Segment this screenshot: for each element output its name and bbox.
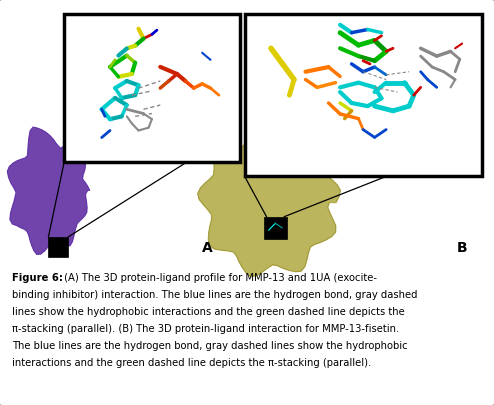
Text: The blue lines are the hydrogen bond, gray dashed lines show the hydrophobic: The blue lines are the hydrogen bond, gr… [12,341,408,352]
Bar [245,14,482,176]
Text: Figure 6:: Figure 6: [12,273,63,283]
Text: π-stacking (parallel). (B) The 3D protein-ligand interaction for MMP-13-fisetin.: π-stacking (parallel). (B) The 3D protei… [12,324,400,335]
Text: lines show the hydrophobic interactions and the green dashed line depicts the: lines show the hydrophobic interactions … [12,307,405,318]
Text: interactions and the green dashed line depicts the π-stacking (parallel).: interactions and the green dashed line d… [12,358,371,369]
Bar [64,14,240,162]
Text: A: A [202,241,213,255]
Text: binding inhibitor) interaction. The blue lines are the hydrogen bond, gray dashe: binding inhibitor) interaction. The blue… [12,290,418,301]
Bar [48,237,68,257]
Polygon shape [7,127,89,254]
Polygon shape [198,125,340,277]
Text: (A) The 3D protein-ligand profile for MMP-13 and 1UA (exocite-: (A) The 3D protein-ligand profile for MM… [61,273,377,283]
Text: B: B [456,241,467,255]
Bar [264,217,287,239]
